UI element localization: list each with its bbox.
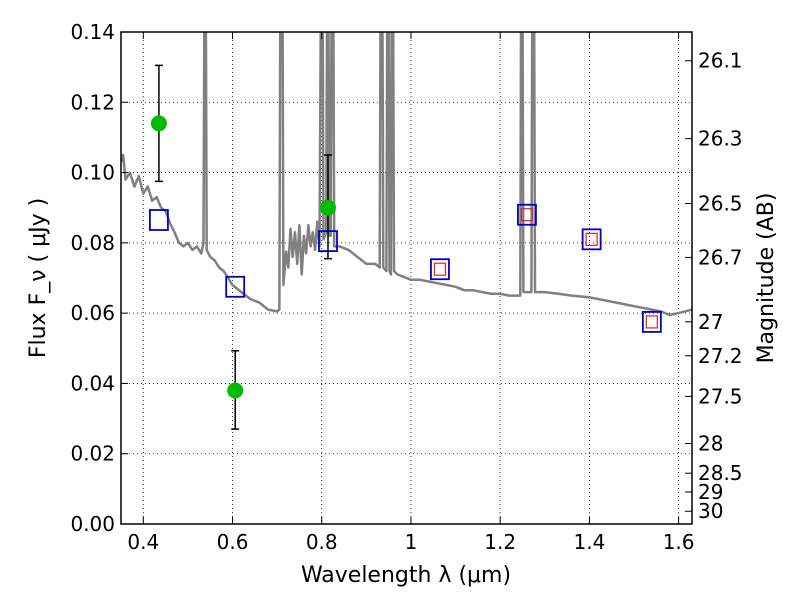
plot-frame: [120, 31, 693, 525]
y-tick-label: 0.02: [70, 442, 115, 466]
x-tick-label: 0.6: [217, 530, 249, 554]
y-axis-label: Flux F_ν ( μJy ): [26, 198, 51, 358]
x-tick-label: 1.2: [484, 530, 516, 554]
model-photometry-box: [641, 311, 662, 333]
y-tick-label: 0.10: [70, 161, 115, 185]
right-axis-label: Magnitude (AB): [754, 193, 779, 364]
x-tick-label: 0.4: [127, 530, 159, 554]
right-tick-label: 30: [698, 499, 723, 523]
model-spectrum-line: [121, 32, 692, 317]
model-photometry-box: [225, 275, 246, 298]
observed-flux-point: [150, 115, 167, 132]
y-tick-label: 0.12: [70, 90, 115, 114]
model-photometry-inner-box: [520, 208, 534, 222]
right-tick-label: 27.5: [698, 384, 743, 408]
model-photometry-inner-box: [585, 232, 598, 246]
observed-flux-point: [227, 382, 244, 399]
right-tick-label: 27.2: [698, 344, 743, 368]
x-axis-label: Wavelength λ (μm): [301, 563, 511, 588]
right-tick-label: 26.5: [698, 191, 743, 215]
model-photometry-box: [517, 203, 537, 226]
model-photometry-inner-box: [433, 262, 447, 276]
data-points-layer: [149, 64, 662, 430]
model-spectrum-layer: [121, 32, 692, 317]
observed-flux-point: [319, 199, 336, 216]
right-tick-label: 28: [698, 431, 723, 455]
model-photometry-box: [149, 209, 169, 231]
right-tick-label: 26.7: [698, 245, 743, 269]
right-tick-label: 28.5: [698, 461, 743, 485]
right-tick-label: 27: [698, 310, 723, 334]
x-tick-label: 0.8: [306, 530, 338, 554]
y-tick-label: 0.00: [70, 512, 115, 536]
x-tick-label: 1.6: [663, 530, 695, 554]
axis-ticks: 0.4 0.6 0.8 1 1.2 1.4 1.6 0.00 0.02 0.04 0.06 0.08 0…: [70, 20, 742, 554]
right-tick-label: 26.3: [698, 127, 743, 151]
model-photometry-box: [581, 228, 602, 251]
model-photometry-inner-box: [645, 315, 658, 329]
y-tick-label: 0.04: [70, 371, 115, 395]
x-tick-label: 1: [405, 530, 418, 554]
right-tick-label: 26.1: [698, 49, 743, 73]
y-tick-label: 0.14: [70, 20, 115, 44]
y-tick-label: 0.06: [70, 301, 115, 325]
right-tick-label: 29: [698, 480, 723, 504]
y-tick-label: 0.08: [70, 231, 115, 255]
model-photometry-box: [430, 258, 450, 281]
x-tick-label: 1.4: [573, 530, 605, 554]
